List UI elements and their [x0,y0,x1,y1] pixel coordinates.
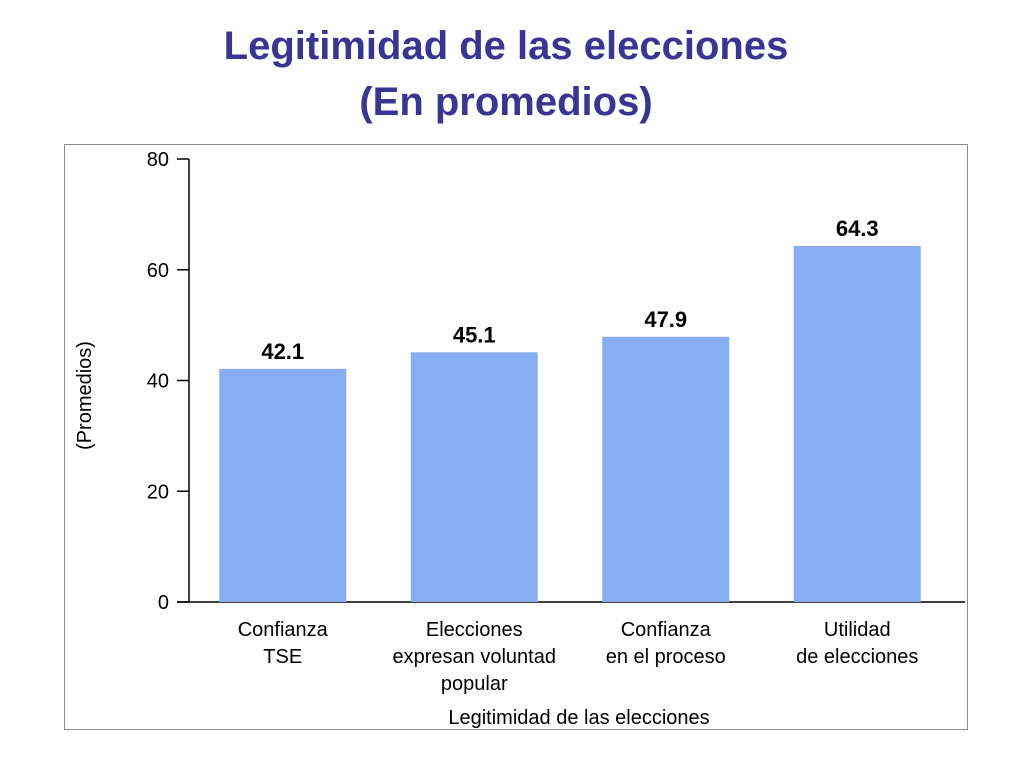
x-tick-label: en el proceso [606,646,726,668]
y-tick-label: 60 [147,260,169,282]
y-tick-label: 40 [147,371,169,393]
x-tick-label: expresan voluntad [393,646,556,668]
x-tick-label: de elecciones [796,646,918,668]
bar [410,352,538,602]
x-tick-label: popular [441,673,508,695]
y-tick-label: 80 [147,149,169,171]
y-axis-title: (Promedios) [74,341,96,450]
bar [219,368,347,602]
bar-chart: 0 20 40 60 80 (Promedios) 42.1 Confianza TSE 45.1… [74,149,965,729]
bar [793,245,921,602]
bar [602,336,730,602]
y-tick-label: 0 [158,592,169,614]
bar-value-label: 64.3 [836,216,879,241]
slide-title-line-2: (En promedios) [359,80,653,124]
bar-value-label: 45.1 [453,322,496,347]
x-tick-label: TSE [263,646,302,668]
x-tick-label: Utilidad [824,619,891,641]
chart-frame: 0 20 40 60 80 (Promedios) 42.1 Confianza TSE 45.1… [64,144,968,730]
x-tick-label: Confianza [238,619,329,641]
y-tick-label: 20 [147,481,169,503]
x-tick-label: Elecciones [426,619,523,641]
bar-value-label: 42.1 [261,339,304,364]
x-tick-label: Confianza [621,619,712,641]
x-axis-title: Legitimidad de las elecciones [448,707,709,729]
bar-value-label: 47.9 [644,307,687,332]
slide-title-line-1: Legitimidad de las elecciones [223,24,789,68]
slide-title: Legitimidad de las elecciones (En promed… [0,18,1012,130]
